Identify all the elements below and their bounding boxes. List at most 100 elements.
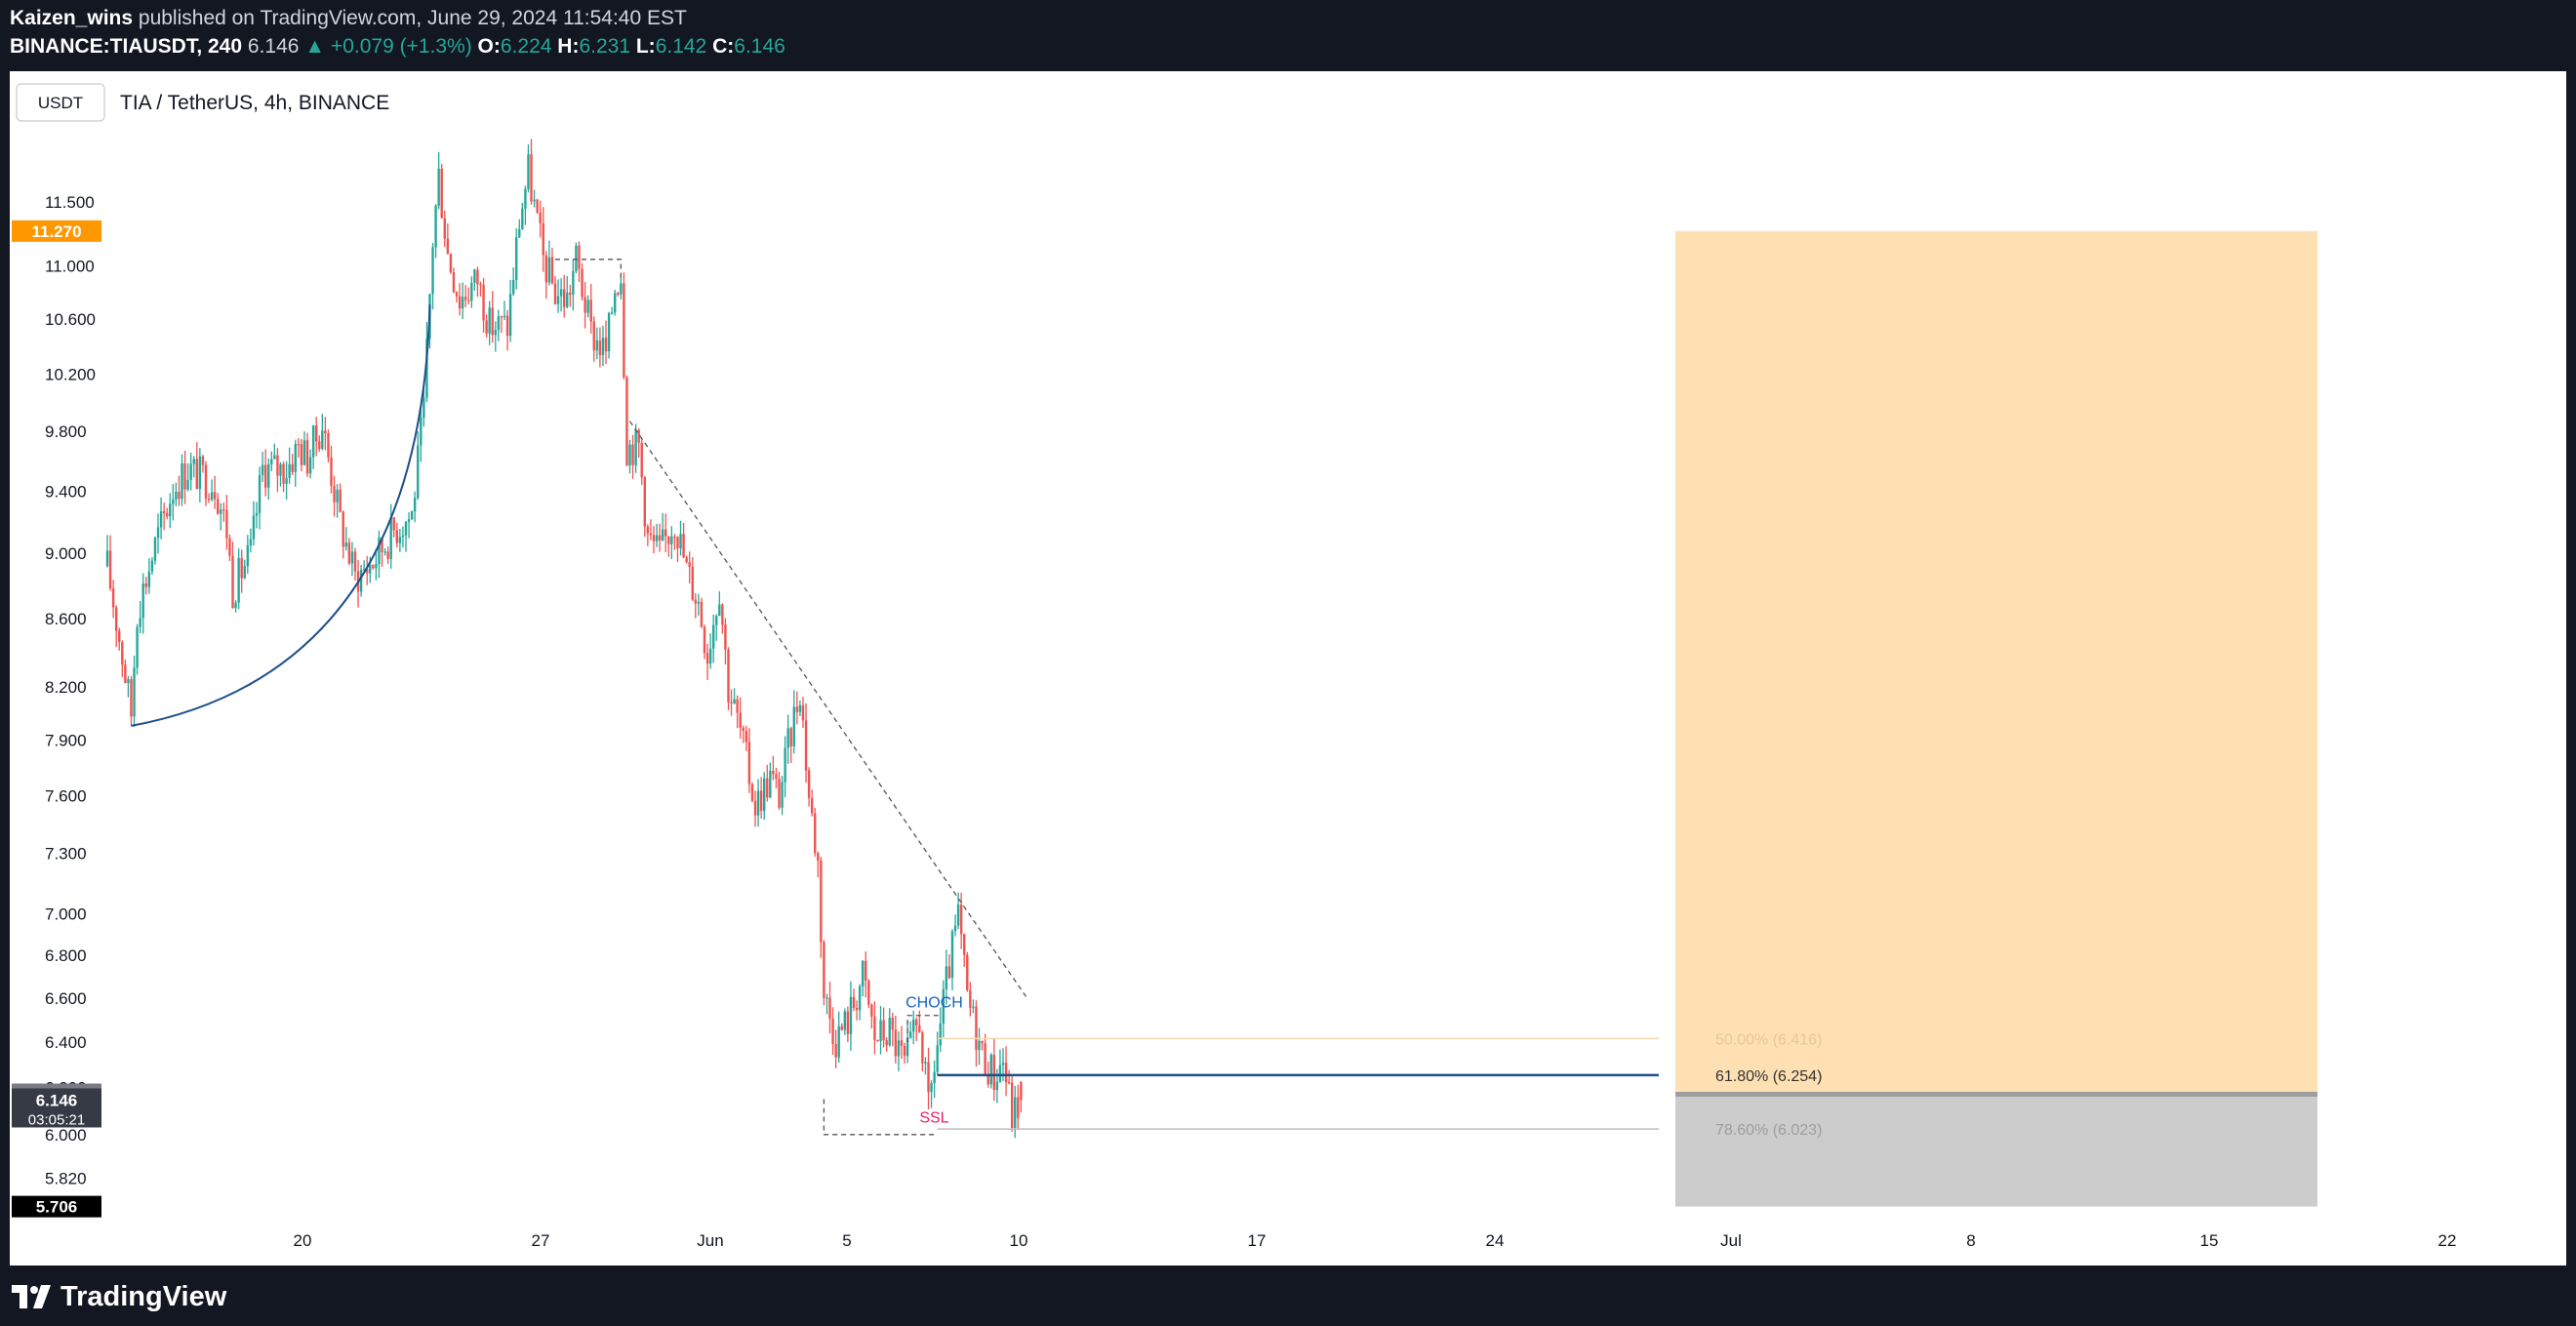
candle-body [661, 529, 664, 541]
candle-body [643, 477, 646, 527]
price-badge-label: 6.146 [36, 1091, 78, 1109]
price-tick-label: 6.400 [45, 1033, 87, 1052]
candle-body [491, 307, 494, 336]
candle-body [204, 464, 208, 500]
candle-body [792, 706, 795, 746]
tradingview-logo[interactable]: TradingView [12, 1281, 226, 1312]
candle-body [425, 339, 428, 398]
candle-body [410, 511, 414, 520]
candle-body [891, 1018, 894, 1030]
candle-body [888, 1018, 891, 1046]
candle-body [936, 1045, 939, 1072]
author-name[interactable]: Kaizen_wins [10, 7, 134, 29]
candle-body [213, 492, 217, 500]
candle-body [527, 154, 530, 189]
candle-body [455, 292, 459, 297]
candle-body [781, 782, 784, 808]
candle-body [586, 300, 589, 313]
candle-body [186, 479, 189, 490]
candle-body [407, 519, 411, 522]
candle-body [756, 790, 760, 816]
candle-body [291, 463, 294, 472]
candle-body [508, 294, 512, 337]
candle-body [127, 679, 130, 683]
candle-body [634, 429, 637, 465]
time-axis[interactable]: 20 27 Jun 5 10 17 24 Jul 8 15 22 [294, 1231, 2457, 1250]
ssl-label: SSL [919, 1110, 948, 1127]
candle-body [114, 607, 118, 631]
candle-body [700, 601, 704, 627]
candle-body [775, 774, 778, 779]
candle-body [285, 477, 288, 484]
candle-body [614, 293, 617, 313]
candle-body [267, 463, 270, 488]
price-tick-label: 8.600 [45, 610, 87, 628]
candle-body [162, 511, 166, 513]
candle-body [192, 459, 195, 464]
candle-body [139, 618, 141, 627]
candle-body [461, 297, 464, 309]
candle-body [924, 1062, 927, 1064]
candle-body [401, 535, 405, 538]
candle-body [837, 1025, 840, 1058]
candle-body [637, 429, 640, 443]
publish-header: Kaizen_wins published on TradingView.com… [0, 0, 2576, 71]
candle-body [950, 931, 954, 979]
candle-body [801, 704, 805, 721]
candle-body [327, 433, 330, 458]
price-tick-label: 10.600 [45, 310, 96, 329]
candle-body [288, 463, 291, 478]
candle-body [646, 526, 650, 534]
candle-body [282, 463, 285, 484]
candle-body [237, 557, 240, 603]
price-tick-label: 5.820 [45, 1170, 87, 1188]
candle-body [1020, 1081, 1023, 1101]
candle-body [252, 515, 256, 540]
candle-body [383, 551, 386, 553]
candle-body [246, 545, 250, 567]
candle-body [372, 565, 375, 569]
symbol-name[interactable]: BINANCE:TIAUSDT, 240 [10, 35, 243, 58]
price-chart[interactable]: CHOCH SSL 50.00% (6.416) 61.80% (6.254) 78.6… [10, 71, 2566, 1266]
candle-body [300, 444, 303, 465]
candle-body [150, 560, 154, 572]
candle-body [539, 212, 542, 223]
candle-body [547, 257, 551, 283]
candle-body [739, 712, 742, 728]
candle-body [795, 706, 799, 712]
price-tick-label: 10.200 [45, 365, 96, 383]
candle-body [231, 555, 234, 609]
candle-body [255, 512, 259, 516]
candle-body [750, 784, 754, 801]
countdown-label: 03:05:21 [28, 1111, 85, 1128]
low-label: L: [635, 35, 656, 58]
price-tick-label: 11.500 [45, 193, 95, 212]
candle-body [344, 542, 347, 547]
chart-legend-title: TIA / TetherUS, 4h, BINANCE [120, 92, 389, 114]
candle-body [947, 966, 951, 979]
candle-body [769, 771, 772, 798]
currency-button[interactable] [16, 83, 105, 122]
price-axis[interactable]: 11.500 11.000 10.600 10.200 9.800 9.400 9.000 8… [12, 193, 101, 1218]
currency-button-label[interactable]: USDT [38, 94, 83, 112]
candle-body [984, 1043, 986, 1075]
candle-body [882, 1020, 885, 1041]
candle-body [228, 538, 231, 556]
candle-body [500, 316, 503, 318]
price-badge-label: 5.706 [36, 1198, 78, 1217]
candle-body [598, 340, 602, 355]
candle-body [225, 509, 228, 539]
fib-level-label: 50.00% (6.416) [1715, 1031, 1822, 1048]
candle-body [1004, 1063, 1008, 1083]
candle-body [789, 728, 792, 746]
candle-body [395, 530, 399, 543]
high-value: 6.231 [579, 35, 631, 58]
candle-body [604, 338, 608, 352]
candle-body [834, 1044, 837, 1058]
candle-body [153, 538, 157, 561]
candle-body [721, 604, 724, 625]
chart-area[interactable]: CHOCH SSL 50.00% (6.416) 61.80% (6.254) 78.6… [10, 71, 2566, 1266]
candle-body [766, 778, 769, 798]
candle-body [617, 293, 620, 295]
drawings: CHOCH SSL 50.00% (6.416) 61.80% (6.254) 78.6… [131, 259, 1822, 1139]
